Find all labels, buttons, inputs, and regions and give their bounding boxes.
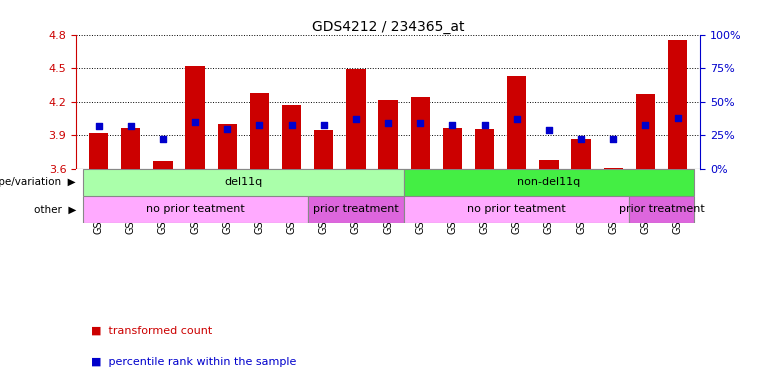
- Point: [447, 121, 459, 127]
- Bar: [603, 168, 623, 169]
- Point: [414, 120, 426, 126]
- Bar: [668, 40, 687, 169]
- Point: [93, 123, 105, 129]
- Text: non-del11q: non-del11q: [517, 177, 581, 187]
- Bar: [250, 93, 269, 169]
- Point: [671, 115, 683, 121]
- Point: [607, 136, 619, 142]
- Bar: [572, 139, 591, 169]
- Bar: [186, 66, 205, 169]
- Title: GDS4212 / 234365_at: GDS4212 / 234365_at: [312, 20, 464, 33]
- Bar: [282, 105, 301, 169]
- Bar: [307, 196, 404, 223]
- Text: genotype/variation  ▶: genotype/variation ▶: [0, 177, 76, 187]
- Text: other  ▶: other ▶: [33, 204, 76, 214]
- Bar: [629, 196, 694, 223]
- Point: [189, 119, 201, 125]
- Bar: [507, 76, 527, 169]
- Bar: [218, 124, 237, 169]
- Point: [253, 121, 266, 127]
- Bar: [82, 196, 307, 223]
- Bar: [475, 129, 494, 169]
- Point: [543, 127, 555, 133]
- Text: del11q: del11q: [224, 177, 263, 187]
- Text: no prior teatment: no prior teatment: [467, 204, 566, 214]
- Text: prior treatment: prior treatment: [313, 204, 399, 214]
- Bar: [378, 99, 398, 169]
- Bar: [540, 160, 559, 169]
- Point: [221, 126, 234, 132]
- Point: [382, 120, 394, 126]
- Point: [639, 121, 651, 127]
- Bar: [346, 69, 365, 169]
- Text: ■  percentile rank within the sample: ■ percentile rank within the sample: [91, 357, 297, 367]
- Point: [317, 121, 330, 127]
- Bar: [404, 196, 629, 223]
- Text: prior treatment: prior treatment: [619, 204, 705, 214]
- Point: [157, 136, 169, 142]
- Point: [125, 123, 137, 129]
- Point: [285, 121, 298, 127]
- Bar: [314, 130, 333, 169]
- Bar: [443, 127, 462, 169]
- Point: [350, 116, 362, 122]
- Point: [511, 116, 523, 122]
- Bar: [121, 127, 141, 169]
- Bar: [89, 133, 108, 169]
- Bar: [82, 169, 404, 196]
- Text: no prior teatment: no prior teatment: [146, 204, 244, 214]
- Text: ■  transformed count: ■ transformed count: [91, 326, 212, 336]
- Point: [479, 121, 491, 127]
- Bar: [153, 161, 173, 169]
- Bar: [404, 169, 694, 196]
- Bar: [411, 97, 430, 169]
- Bar: [635, 94, 655, 169]
- Point: [575, 136, 587, 142]
